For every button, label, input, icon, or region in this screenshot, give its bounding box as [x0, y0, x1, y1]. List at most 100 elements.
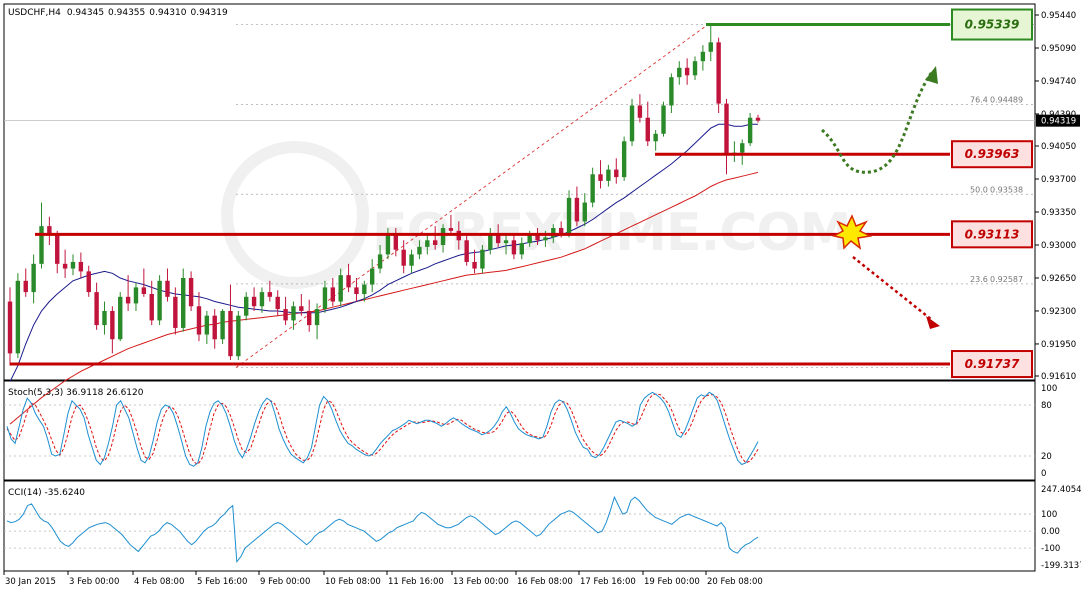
candle-body — [708, 42, 713, 52]
level-label: 0.93963 — [965, 147, 1020, 161]
current-price-label: 0.94319 — [1041, 117, 1076, 127]
candle-body — [259, 292, 265, 307]
candle-body — [7, 301, 13, 354]
fib-ratio-label: 76.4 — [970, 96, 988, 105]
explosion-icon — [831, 214, 873, 250]
candle-body — [488, 233, 493, 250]
candle-body — [747, 117, 753, 144]
candle-body — [354, 287, 359, 294]
price-tick-label: 0.94050 — [1041, 142, 1076, 152]
candle-body — [669, 77, 674, 106]
bullish-forecast-arrow — [821, 71, 934, 174]
cci-tick-label: -199.3137 — [1041, 561, 1081, 571]
chart-title: USDCHF,H4 0.94345 0.94355 0.94310 0.94319 — [8, 8, 228, 18]
candle-body — [251, 296, 257, 307]
cci-title: CCI(14) -35.6240 — [8, 488, 85, 498]
candle-body — [283, 309, 288, 321]
price-tick-label: 0.91950 — [1041, 340, 1076, 350]
slow-ma-line — [9, 171, 759, 425]
forecast-arrows — [821, 66, 940, 329]
candle-body — [621, 141, 627, 178]
stoch-tick-label: 80 — [1041, 401, 1052, 411]
time-tick-label: 4 Feb 08:00 — [134, 577, 184, 587]
cci-tick-label: 100 — [1041, 510, 1057, 520]
level-label: 0.95339 — [965, 18, 1020, 32]
time-tick-label: 3 Feb 00:00 — [69, 577, 119, 587]
candle-body — [15, 280, 21, 354]
candle-body — [220, 310, 225, 340]
candle-body — [535, 235, 540, 241]
candle-body — [409, 254, 414, 266]
bearish-forecast-arrow — [852, 256, 933, 321]
candle-body — [165, 280, 170, 297]
price-tick-label: 0.92650 — [1041, 274, 1076, 284]
candle-body — [558, 228, 564, 234]
candle-body — [330, 287, 336, 302]
candle-body — [299, 306, 304, 311]
candle-body — [94, 292, 99, 326]
time-tick-label: 30 Jan 2015 — [5, 577, 56, 587]
indicators-layer — [4, 391, 1035, 564]
fib-price-label: 0.94489 — [990, 96, 1023, 105]
stoch-signal-line — [6, 393, 759, 466]
price-tick-label: 0.94740 — [1041, 77, 1076, 87]
candle-body — [692, 61, 698, 76]
candle-body — [196, 306, 202, 335]
fast-ma-line — [9, 123, 758, 382]
fib-price-label: 0.92587 — [990, 275, 1023, 284]
level-box — [951, 8, 1033, 41]
price-tick-label: 0.95090 — [1041, 44, 1076, 54]
candle-body — [149, 293, 154, 321]
candle-body — [236, 315, 241, 357]
candle-body — [543, 237, 548, 241]
candle-body — [740, 143, 745, 153]
candle-body — [645, 117, 650, 142]
candle-body — [480, 249, 485, 269]
candle-body — [322, 287, 328, 310]
candle-body — [47, 226, 52, 236]
candle-body — [181, 277, 186, 328]
stoch-tick-label: 0 — [1041, 469, 1046, 479]
candle-body — [55, 235, 60, 264]
candles-layer — [7, 24, 761, 366]
time-tick-label: 16 Feb 08:00 — [517, 577, 573, 587]
candle-body — [346, 275, 351, 288]
candle-body — [369, 268, 375, 285]
cci-tick-label: -100 — [1041, 544, 1060, 554]
candle-body — [700, 51, 706, 62]
price-tick-label: 0.93000 — [1041, 241, 1076, 251]
candle-body — [385, 235, 391, 255]
cci-line — [6, 495, 759, 564]
candle-body — [684, 67, 690, 76]
candle-body — [118, 296, 123, 340]
time-tick-label: 13 Feb 00:00 — [453, 577, 509, 587]
candle-body — [677, 67, 682, 78]
price-panel-frame — [3, 3, 1036, 381]
price-tick-label: 0.91610 — [1041, 372, 1076, 382]
candle-body — [78, 261, 84, 272]
candle-body — [31, 263, 36, 293]
candle-body — [724, 103, 729, 156]
candle-body — [267, 292, 273, 297]
time-tick-label: 20 Feb 08:00 — [707, 577, 763, 587]
fib-price-label: 0.93538 — [990, 185, 1023, 194]
candle-body — [86, 271, 91, 293]
stoch-tick-label: 100 — [1041, 384, 1057, 394]
stoch-title: Stoch(5,3,3) 36.9118 26.6120 — [8, 388, 144, 398]
candle-body — [472, 261, 477, 269]
bearish-arrowhead — [926, 316, 940, 329]
cci-panel-frame — [3, 480, 1036, 572]
candle-body — [157, 280, 162, 321]
moving-averages-layer — [9, 123, 759, 425]
level-label: 0.91737 — [965, 357, 1020, 371]
candle-body — [425, 240, 430, 247]
axis-layer: 0.954400.950900.947400.943900.940500.937… — [3, 11, 1081, 587]
watermark-ring — [221, 141, 369, 289]
candle-body — [393, 235, 399, 250]
candle-body — [23, 280, 28, 293]
time-tick-label: 10 Feb 08:00 — [325, 577, 381, 587]
candle-body — [62, 263, 68, 269]
candle-body — [629, 105, 635, 142]
price-tick-label: 0.95440 — [1041, 11, 1076, 21]
